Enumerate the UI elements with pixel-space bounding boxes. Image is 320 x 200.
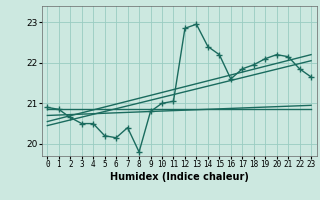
X-axis label: Humidex (Indice chaleur): Humidex (Indice chaleur) — [110, 172, 249, 182]
